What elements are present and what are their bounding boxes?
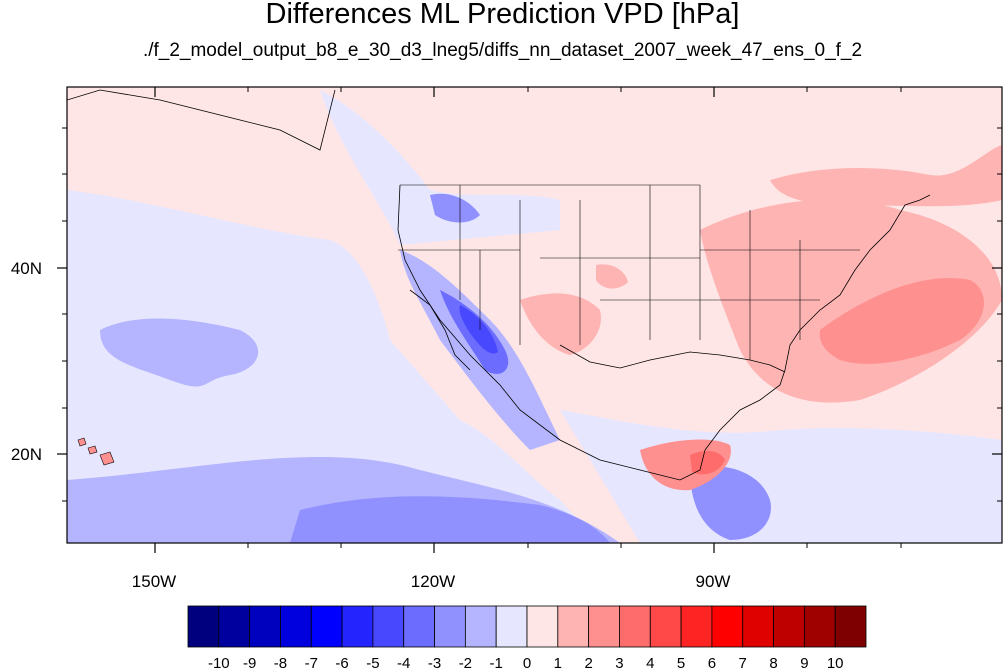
negative-field-region [320,90,560,245]
colorbar-swatch [403,605,435,648]
coastline [397,184,931,481]
plot-frame [66,86,1003,544]
positive-anomaly-blob [819,278,984,364]
colorbar-swatch [834,605,867,648]
coastline [559,344,786,373]
colorbar [187,605,867,648]
colorbar-swatch [187,605,220,648]
lon-label-90w: 90W [695,572,731,591]
colorbar-label: -2 [458,655,473,672]
colorbar-swatch [310,605,343,648]
negative-anomaly-blob [430,193,480,223]
colorbar-swatch [588,605,620,648]
negative-anomaly-blob [100,318,259,387]
positive-anomaly-blob [770,145,1002,207]
map-subtitle: ./f_2_model_output_b8_e_30_d3_lneg5/diff… [142,40,863,61]
colorbar-label: -9 [242,655,257,672]
coastline [409,289,471,371]
colorbar-label: 10 [826,655,844,672]
axis-ticks [57,87,1002,553]
colorbar-swatch [803,605,836,648]
hawaii-islands [77,437,115,466]
colorbar-swatch [680,605,713,648]
colorbar-label: -3 [427,655,442,672]
colorbar-label: 6 [707,655,717,672]
lat-label-20n: 20N [10,445,42,464]
lon-label-120w: 120W [410,572,456,591]
colorbar-label: 1 [553,655,562,672]
lat-label-40n: 40N [10,259,42,278]
colorbar-label: 0 [522,655,532,672]
state-borders [398,184,860,360]
positive-anomaly-blob [520,293,601,355]
negative-anomaly-blob [459,305,498,354]
colorbar-swatch [557,605,590,648]
colorbar-swatch [495,605,528,648]
colorbar-label: -8 [273,655,288,672]
colorbar-label: -10 [207,655,230,672]
positive-anomaly-blob [596,264,628,289]
colorbar-label: -1 [489,655,503,672]
colorbar-swatch [711,605,744,648]
colorbar-label: 7 [738,655,747,672]
colorbar-swatch [434,605,466,648]
colorbar-swatch [649,605,682,648]
colorbar-label: -4 [397,655,411,672]
map-title: Differences ML Prediction VPD [hPa] [265,0,740,30]
positive-anomaly-blob [690,450,725,475]
colorbar-swatch [280,605,312,648]
colorbar-swatch [372,605,405,648]
colorbar-swatch [619,605,651,648]
coastline [67,89,336,151]
colorbar-label: 8 [769,655,778,672]
colorbar-label: 2 [584,655,593,672]
colorbar-swatch [464,605,497,648]
colorbar-swatch [249,605,281,648]
negative-anomaly-blob [290,496,610,543]
colorbar-label: 4 [646,655,655,672]
colorbar-swatch [341,605,374,648]
colorbar-swatch [218,605,251,648]
colorbar-label: -7 [304,655,318,672]
colorbar-label: 5 [676,655,686,672]
colorbar-label: -5 [366,655,380,672]
negative-field-region [67,190,600,543]
colorbar-label: 9 [800,655,809,672]
colorbar-label: -6 [335,655,349,672]
colorbar-swatch [742,605,774,648]
lon-label-150w: 150W [131,572,177,591]
colorbar-swatch [773,605,805,648]
colorbar-swatch [526,605,559,648]
colorbar-label: 3 [615,655,624,672]
negative-anomaly-blob [740,498,765,526]
plot-area [67,87,1002,543]
